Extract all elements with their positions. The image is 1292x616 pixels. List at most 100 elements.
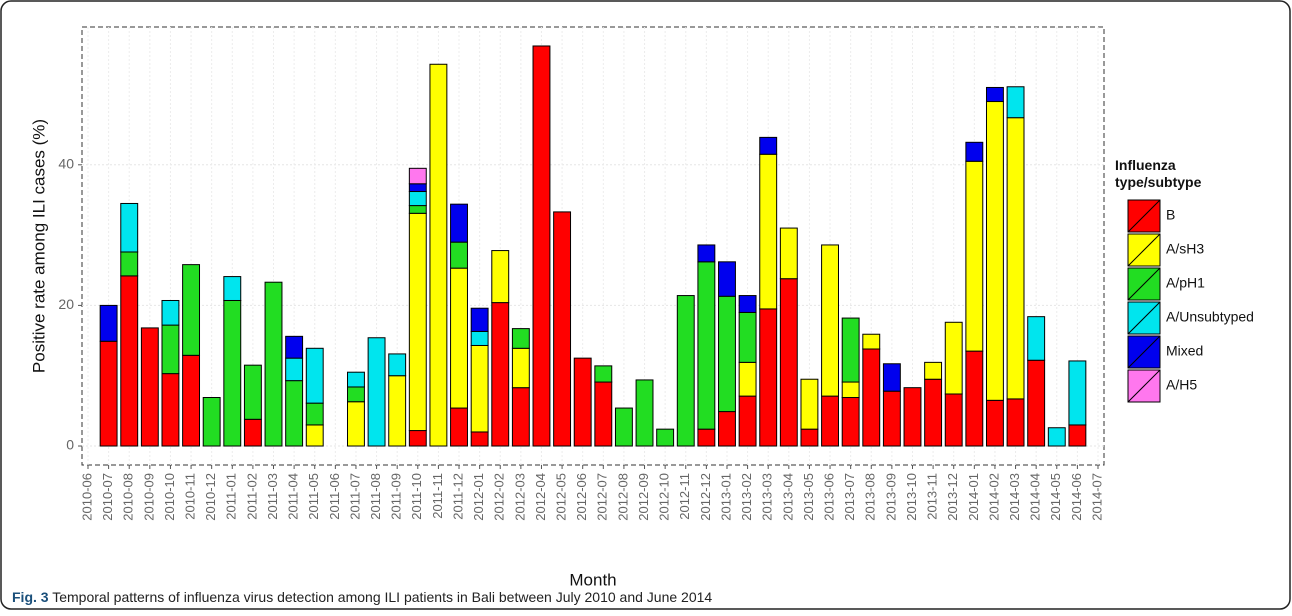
bar-segment: [635, 379, 654, 447]
bar-segment: [1027, 359, 1046, 447]
bar-segment: [120, 251, 139, 277]
bar-segment: [511, 387, 530, 447]
x-tick-label: 2014-03: [1007, 473, 1022, 521]
legend-label: A/sH3: [1166, 241, 1204, 257]
x-tick-label: 2013-11: [925, 473, 940, 520]
bar-segment: [470, 307, 489, 332]
legend-label: Mixed: [1166, 343, 1203, 359]
x-tick-label: 2011-10: [409, 473, 424, 520]
bar-segment: [614, 407, 633, 447]
bar-segment: [718, 295, 736, 413]
bar-segment: [841, 317, 860, 383]
x-tick-label: 2011-07: [347, 473, 362, 520]
bar-segment: [347, 401, 365, 447]
bar-segment: [305, 402, 324, 426]
bar-segment: [985, 101, 1004, 401]
x-tick-label: 2010-11: [182, 473, 197, 520]
x-tick-label: 2012-08: [615, 473, 630, 521]
bar-segment: [862, 348, 881, 447]
bar-segment: [903, 387, 922, 447]
x-tick-label: 2013-05: [801, 473, 816, 521]
caption-label: Fig. 3: [12, 589, 49, 605]
bar-segment: [718, 261, 736, 297]
bar-segment: [182, 264, 201, 356]
y-axis-title: Positive rate among ILI cases (%): [29, 119, 48, 373]
x-tick-label: 2013-10: [904, 473, 919, 521]
bar-segment: [161, 299, 180, 326]
bar-segment: [120, 202, 139, 253]
legend-swatch-slash: [1127, 267, 1161, 301]
bar-segment: [800, 428, 819, 447]
bar-segment: [140, 327, 159, 447]
x-tick-label: 2013-06: [821, 473, 836, 521]
legend-title-line: Influenza: [1115, 157, 1176, 173]
x-tick-label: 2010-10: [162, 473, 177, 521]
x-tick-label: 2011-12: [450, 473, 465, 520]
bar-segment: [738, 361, 757, 397]
legend-swatch-slash: [1127, 233, 1161, 267]
bar-segment: [470, 330, 489, 346]
bar-segment: [1006, 117, 1025, 400]
bar-segment: [985, 86, 1004, 103]
bar-segment: [99, 340, 118, 447]
bar-segment: [511, 328, 530, 349]
bar-segment: [759, 136, 778, 155]
bar-segment: [821, 244, 839, 397]
bar-segment: [656, 428, 675, 447]
x-tick-label: 2012-02: [492, 473, 507, 521]
x-tick-label: 2011-03: [265, 473, 280, 520]
x-tick-label: 2011-04: [286, 473, 301, 520]
x-tick-label: 2014-04: [1028, 473, 1043, 521]
bar-segment: [882, 363, 901, 392]
bar-segment: [924, 378, 943, 447]
bar-segment: [243, 418, 262, 447]
bar-segment: [1006, 86, 1025, 119]
legend-swatch-slash: [1127, 301, 1161, 335]
x-tick-label: 2012-01: [471, 473, 486, 521]
x-tick-label: 2012-07: [595, 473, 610, 521]
legend-swatch-slash: [1127, 335, 1161, 369]
x-tick-label: 2012-04: [533, 473, 548, 521]
bar-segment: [573, 357, 592, 447]
bar-segment: [965, 141, 984, 162]
bar-segment: [450, 241, 468, 269]
legend-label: B: [1166, 207, 1175, 223]
x-tick-label: 2013-08: [863, 473, 878, 521]
bar-segment: [182, 354, 201, 447]
x-tick-label: 2013-12: [945, 473, 960, 521]
caption: Fig. 3 Temporal patterns of influenza vi…: [12, 589, 712, 605]
bar-segment: [965, 160, 984, 352]
bar-segment: [223, 276, 242, 301]
bar-segment: [347, 371, 365, 388]
bar-segment: [1068, 424, 1087, 447]
bar-segment: [594, 381, 613, 447]
bar-segment: [285, 380, 304, 447]
bar-segment: [450, 203, 468, 243]
bar-segment: [1068, 360, 1087, 426]
bar-segment: [202, 397, 221, 447]
bar-segment: [305, 424, 324, 447]
bar-segment: [924, 361, 943, 380]
bar-segment: [697, 428, 716, 447]
bar-segment: [882, 390, 901, 447]
bar-segment: [367, 337, 386, 447]
bar-segment: [965, 350, 984, 447]
bar-segment: [305, 347, 324, 404]
bar-segment: [697, 261, 716, 430]
bar-segment: [450, 407, 468, 447]
bar-segment: [408, 205, 427, 214]
x-tick-label: 2011-09: [389, 473, 404, 520]
x-tick-label: 2014-06: [1069, 473, 1084, 521]
x-tick-label: 2011-06: [327, 473, 342, 520]
bar-segment: [161, 373, 180, 447]
bar-segment: [532, 45, 551, 447]
bar-segment: [264, 281, 283, 447]
bar-segment: [408, 191, 427, 207]
bar-segment: [429, 63, 448, 447]
bar-segment: [944, 393, 963, 447]
y-tick-label: 0: [66, 437, 74, 453]
bar-segment: [223, 299, 242, 447]
bar-segment: [800, 378, 819, 430]
